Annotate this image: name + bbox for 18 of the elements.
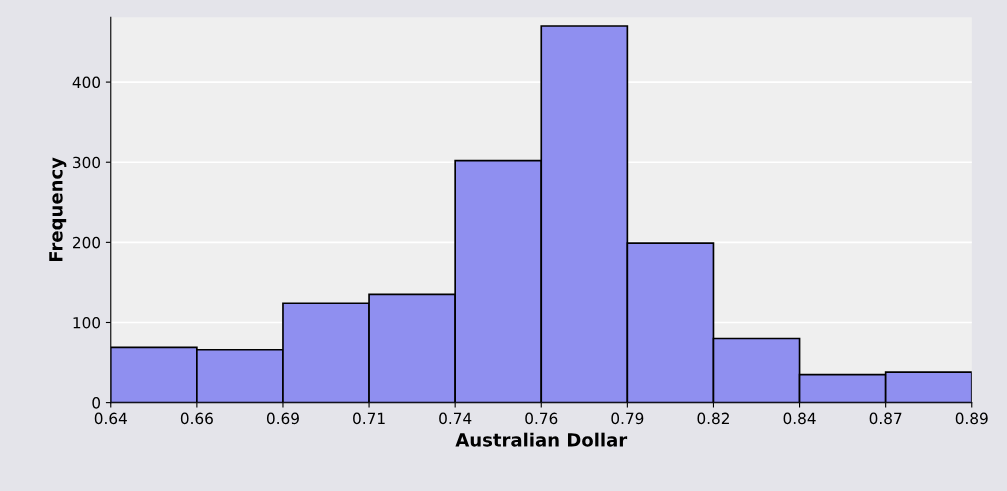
x-tick-label: 0.87 (869, 412, 902, 425)
x-tick-label: 0.69 (266, 412, 299, 425)
x-tick-label: 0.71 (353, 412, 385, 425)
x-tick-label: 0.74 (439, 412, 472, 425)
x-tick-label: 0.82 (697, 412, 729, 425)
y-tick-label: 100 (73, 316, 101, 329)
x-axis-title: Australian Dollar (455, 432, 628, 447)
y-axis-title: Frequency (49, 157, 67, 262)
y-tick-label: 300 (73, 156, 101, 169)
y-tick-label: 200 (73, 236, 101, 249)
x-tick-label: 0.89 (955, 412, 988, 425)
x-tick-label: 0.64 (94, 412, 127, 425)
y-tick-label: 0 (92, 397, 101, 409)
y-tick-label: 400 (72, 76, 101, 89)
x-tick-label: 0.76 (525, 412, 558, 425)
x-tick-label: 0.66 (180, 412, 213, 425)
x-tick-label: 0.84 (783, 412, 816, 425)
x-tick-label: 0.79 (611, 412, 644, 425)
